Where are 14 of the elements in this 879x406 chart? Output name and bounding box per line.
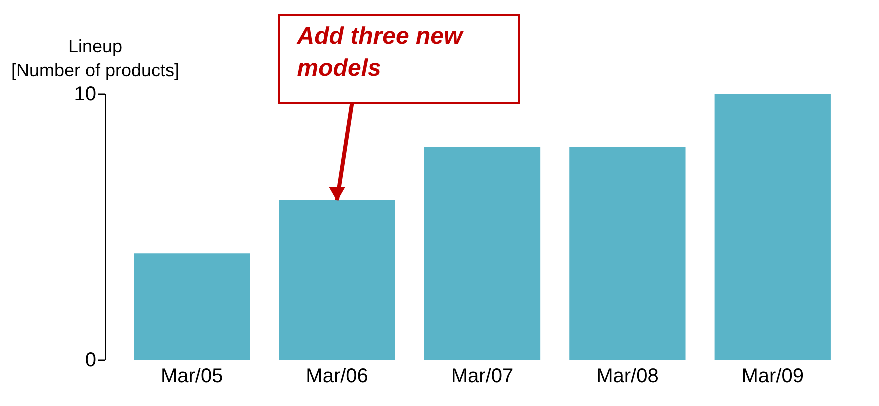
bar xyxy=(424,147,541,360)
x-tick-label: Mar/06 xyxy=(306,366,368,388)
bar xyxy=(134,254,250,360)
x-tick-label: Mar/08 xyxy=(596,366,659,388)
y-tick-label: 10 xyxy=(74,84,96,106)
y-axis-title: Lineup [Number of products] xyxy=(11,36,180,80)
bar xyxy=(714,94,831,360)
annotation: Add three new models xyxy=(296,23,464,82)
x-tick-label: Mar/09 xyxy=(742,366,804,388)
x-tick-label: Mar/07 xyxy=(451,366,514,388)
bar xyxy=(570,147,686,360)
y-tick-label: 0 xyxy=(85,350,96,372)
bar xyxy=(279,200,396,360)
x-tick-label: Mar/05 xyxy=(160,366,224,388)
